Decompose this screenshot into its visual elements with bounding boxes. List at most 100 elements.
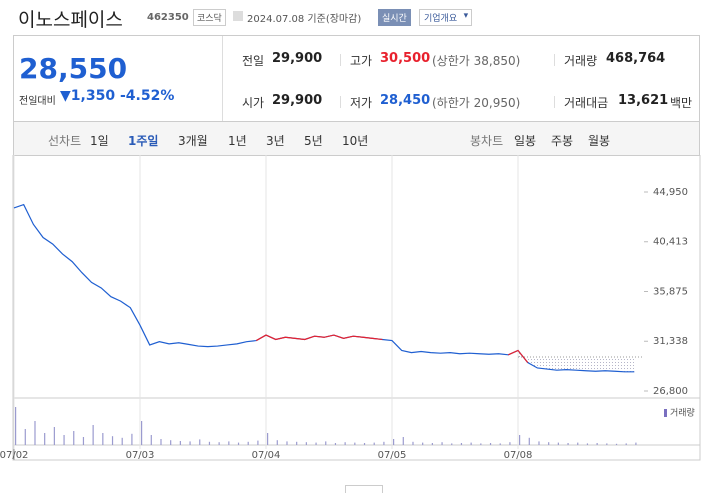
tab-label: 봉차트 — [470, 134, 504, 148]
divider — [222, 36, 223, 121]
volume-bar — [354, 442, 356, 445]
volume-bar — [548, 442, 550, 445]
cell-label: 거래대금 — [564, 96, 609, 110]
arrow: ▾ — [463, 11, 469, 21]
scroll-handle[interactable] — [345, 485, 383, 493]
volume-bar — [63, 435, 65, 445]
period-tab[interactable]: 3개월 — [178, 134, 208, 148]
volume-bar — [34, 421, 36, 445]
volume-bar — [489, 443, 492, 445]
cell-label: 시가 — [242, 96, 265, 110]
change-rate: -4.52% — [120, 88, 175, 104]
market-badge: 코스닥 — [193, 9, 226, 26]
volume-bar — [102, 433, 104, 445]
volume-bar — [131, 433, 133, 445]
volume-bar — [305, 442, 307, 445]
cell-value: 13,621 — [618, 93, 669, 108]
cell-note: (하한가 20,950) — [432, 96, 521, 110]
volume-bar — [208, 441, 211, 445]
change-label: 전일대비 — [19, 96, 56, 107]
volume-bar — [460, 443, 463, 445]
chart: 07/02 07/03 07/04 07/05 07/08 44,950 40,413 35,… — [0, 155, 701, 461]
cell-value: 29,900 — [272, 51, 323, 66]
cell-label: 저가 — [350, 96, 373, 110]
realtime-badge[interactable]: 실시간 — [378, 9, 411, 26]
y-tick-label: 35,875 — [653, 287, 688, 298]
x-tick-label: 07/03 — [126, 450, 155, 461]
volume-bar — [519, 435, 521, 445]
volume-bar — [557, 442, 559, 445]
candle-tab[interactable]: 월봉 — [588, 134, 611, 148]
y-tick-label: 31,338 — [653, 336, 688, 347]
volume-bar — [257, 440, 259, 445]
volume-bar — [141, 421, 143, 445]
period-tab[interactable]: 1일 — [90, 134, 109, 148]
volume-bar — [15, 407, 17, 445]
volume-bar — [237, 442, 240, 445]
volume-bar — [179, 441, 181, 445]
volume-bar — [402, 437, 404, 445]
volume-bar — [160, 439, 162, 445]
volume-bar — [615, 443, 618, 445]
date: 2024.07.08 기준(장마감) — [247, 14, 362, 25]
cell-value: 468,764 — [606, 51, 666, 66]
period-tab[interactable]: 5년 — [304, 134, 323, 148]
volume-bar — [189, 441, 191, 445]
volume-bar — [150, 435, 152, 445]
volume-bar — [451, 443, 453, 445]
volume-bar — [577, 442, 579, 445]
stock-code: 462350 — [147, 12, 189, 23]
cell-note: (상한가 38,850) — [432, 54, 521, 68]
cell-value: 28,450 — [380, 93, 431, 108]
clock-icon — [233, 11, 243, 21]
cell-unit: 백만 — [670, 96, 693, 110]
volume-bar — [606, 443, 608, 445]
volume-bar — [441, 442, 443, 445]
volume-bar — [596, 443, 598, 445]
stock-name: 이노스페이스 — [18, 9, 123, 31]
volume-bar — [44, 433, 46, 445]
cell-label: 거래량 — [564, 54, 598, 68]
frame — [12, 155, 701, 461]
cell-divider — [340, 96, 341, 108]
price-line — [13, 203, 635, 373]
volume-bar — [412, 441, 414, 445]
volume-bar — [422, 442, 424, 445]
price-line — [256, 334, 529, 363]
change-value: 1,350 — [70, 88, 116, 104]
company-menu-label: 기업개요 — [424, 14, 458, 24]
volume-bar — [53, 427, 55, 445]
company-menu[interactable]: 기업개요 ▾ — [419, 9, 473, 26]
current-price: 28,550 — [19, 52, 128, 85]
legend-label: 거래량 — [670, 407, 695, 419]
volume-bar — [567, 443, 569, 445]
volume-bar — [363, 443, 366, 445]
volume-bar — [247, 441, 249, 445]
volume-bar — [170, 440, 172, 445]
candle-tab[interactable]: 일봉 — [514, 134, 537, 148]
volume-bar — [111, 436, 114, 445]
volume-bar — [344, 442, 346, 445]
candle-tab[interactable]: 주봉 — [551, 134, 574, 148]
volume-bar — [431, 443, 433, 445]
volume-bar — [82, 437, 85, 445]
change: ▼1,350 — [60, 88, 116, 104]
legend-swatch — [664, 409, 667, 417]
volume-bar — [267, 433, 269, 445]
reference-area — [518, 350, 635, 372]
y-tick-label: 26,800 — [653, 386, 688, 397]
volume-bar — [586, 443, 589, 445]
volume-bar — [470, 442, 472, 445]
x-tick-label: 07/08 — [504, 450, 533, 461]
period-tab[interactable]: 1주일 — [128, 134, 159, 148]
volume-bar — [276, 440, 278, 445]
x-tick-label: 07/05 — [378, 450, 407, 461]
cell-label: 고가 — [350, 54, 373, 68]
volume-bar — [218, 442, 220, 445]
x-tick-label: 07/04 — [252, 450, 281, 461]
volume-bar — [373, 442, 375, 445]
period-tab[interactable]: 1년 — [228, 134, 247, 148]
volume-bar — [480, 443, 482, 445]
period-tab[interactable]: 10년 — [342, 134, 369, 148]
period-tab[interactable]: 3년 — [266, 134, 285, 148]
